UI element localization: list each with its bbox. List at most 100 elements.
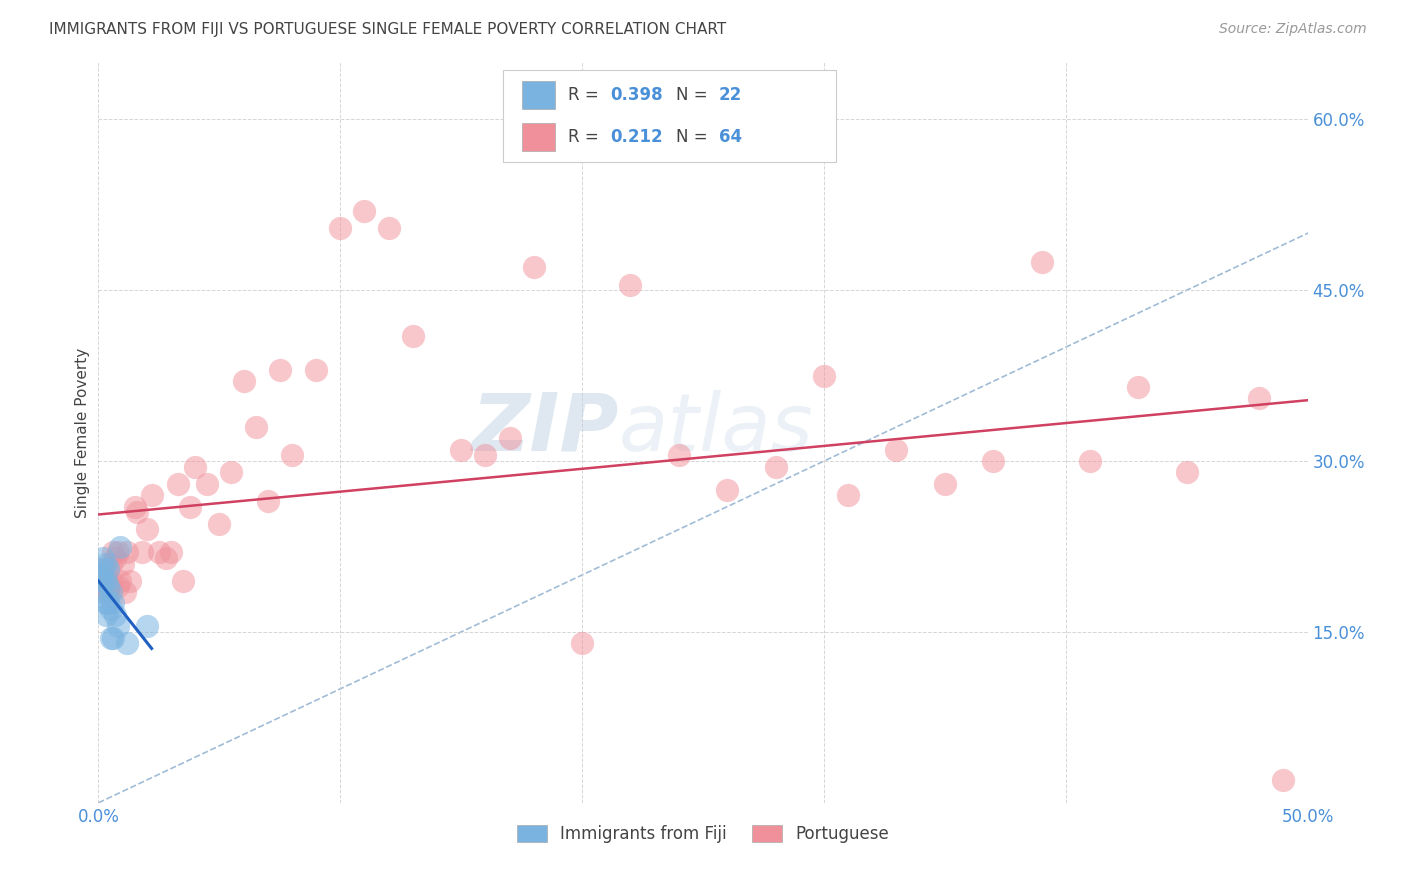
Point [179, 500, 201, 514]
Point [94, 607, 117, 622]
Point [141, 488, 163, 502]
Point [100, 574, 122, 588]
Point [97, 597, 120, 611]
Point [208, 516, 231, 531]
Point [104, 550, 127, 565]
Point [1249, 392, 1271, 406]
Point [101, 545, 124, 559]
Point [94, 574, 117, 588]
Point [97, 585, 120, 599]
Point [195, 476, 218, 491]
Point [131, 545, 153, 559]
Point [981, 454, 1004, 468]
Point [184, 459, 207, 474]
FancyBboxPatch shape [522, 81, 555, 109]
Point [221, 466, 243, 480]
Point [305, 363, 328, 377]
Point [108, 540, 131, 554]
Point [100, 585, 122, 599]
Point [107, 545, 129, 559]
Point [148, 545, 170, 559]
Point [716, 483, 738, 497]
Text: ZIP: ZIP [471, 390, 619, 468]
Point [101, 631, 124, 645]
Point [127, 505, 149, 519]
Text: R =: R = [568, 86, 603, 104]
Point [1128, 380, 1150, 394]
Point [118, 574, 141, 588]
Point [523, 260, 546, 275]
Point [571, 636, 593, 650]
Y-axis label: Single Female Poverty: Single Female Poverty [75, 348, 90, 517]
Text: 0.398: 0.398 [610, 86, 662, 104]
Point [167, 476, 190, 491]
Text: 64: 64 [718, 128, 742, 146]
Point [765, 459, 787, 474]
Point [450, 442, 472, 457]
Point [91, 579, 114, 593]
Point [94, 585, 117, 599]
Text: N =: N = [676, 128, 713, 146]
Point [619, 277, 641, 292]
Point [377, 220, 399, 235]
Point [269, 363, 291, 377]
Point [94, 574, 117, 588]
Point [668, 449, 690, 463]
Point [281, 449, 304, 463]
Text: IMMIGRANTS FROM FIJI VS PORTUGUESE SINGLE FEMALE POVERTY CORRELATION CHART: IMMIGRANTS FROM FIJI VS PORTUGUESE SINGL… [49, 22, 727, 37]
Text: R =: R = [568, 128, 603, 146]
Point [90, 568, 112, 582]
FancyBboxPatch shape [522, 123, 555, 152]
Point [1175, 466, 1198, 480]
Point [90, 585, 112, 599]
Point [232, 375, 254, 389]
Point [245, 420, 267, 434]
Text: 0.212: 0.212 [610, 128, 662, 146]
Point [97, 562, 120, 576]
Text: 22: 22 [718, 86, 742, 104]
Point [837, 488, 859, 502]
Point [111, 557, 134, 571]
Point [160, 545, 183, 559]
Text: N =: N = [676, 86, 713, 104]
Point [97, 579, 120, 593]
Point [402, 328, 425, 343]
Point [172, 574, 194, 588]
Point [91, 574, 114, 588]
Point [135, 523, 157, 537]
Text: atlas: atlas [619, 390, 813, 468]
Point [1031, 254, 1053, 268]
Point [91, 562, 114, 576]
Point [353, 203, 375, 218]
Point [90, 562, 112, 576]
Point [108, 574, 131, 588]
Point [155, 550, 177, 565]
Point [256, 494, 278, 508]
Point [135, 619, 157, 633]
Point [498, 431, 520, 445]
Point [107, 619, 129, 633]
Point [114, 585, 136, 599]
Point [474, 449, 496, 463]
Point [91, 568, 114, 582]
FancyBboxPatch shape [503, 70, 837, 162]
Point [90, 574, 112, 588]
Point [124, 500, 146, 514]
Point [1272, 772, 1295, 787]
Point [886, 442, 908, 457]
Point [117, 545, 139, 559]
Text: Source: ZipAtlas.com: Source: ZipAtlas.com [1219, 22, 1367, 37]
Point [1078, 454, 1101, 468]
Point [104, 607, 127, 622]
Point [813, 368, 835, 383]
Point [934, 476, 956, 491]
Point [91, 550, 114, 565]
Point [94, 597, 117, 611]
Point [94, 557, 117, 571]
Point [101, 597, 124, 611]
Point [100, 602, 122, 616]
Point [100, 557, 122, 571]
Point [107, 579, 129, 593]
Point [100, 631, 122, 645]
Point [117, 636, 139, 650]
